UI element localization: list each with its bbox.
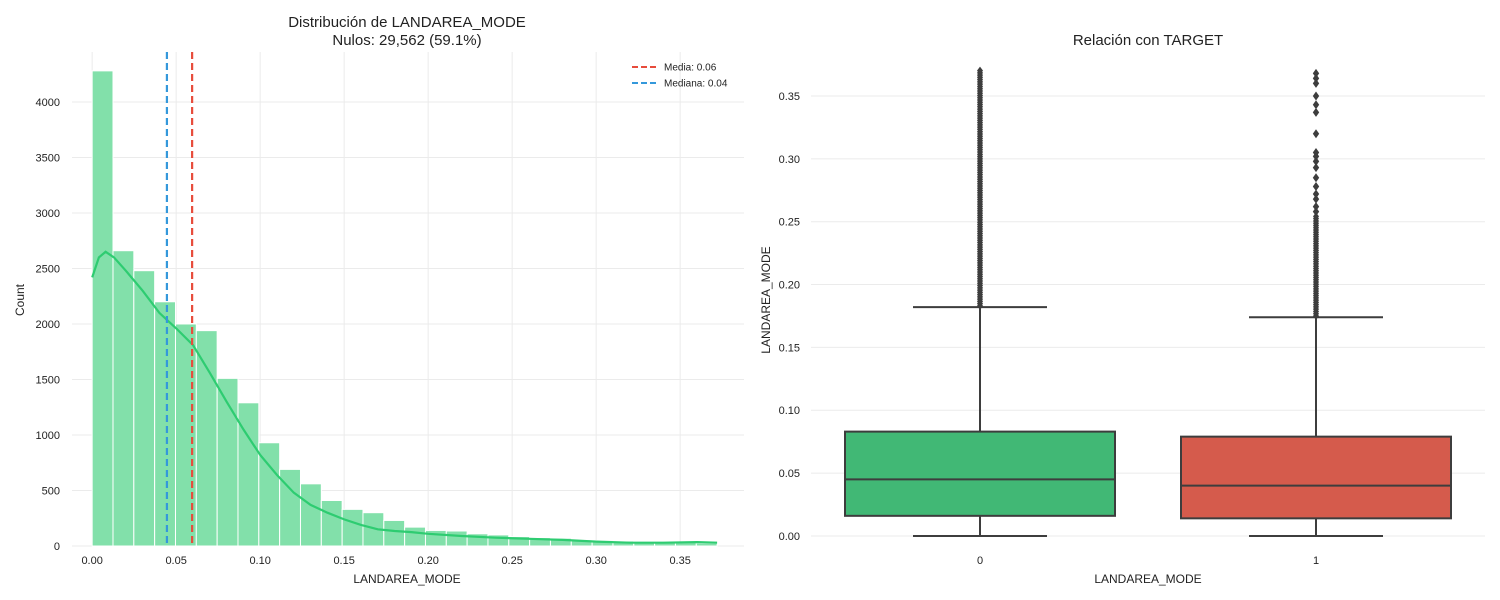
histogram-bar bbox=[404, 526, 426, 547]
x-tick-label: 0.05 bbox=[165, 555, 186, 567]
y-tick-label: 1500 bbox=[36, 374, 60, 386]
y-tick-label: 0.15 bbox=[779, 342, 800, 354]
outlier-point bbox=[1312, 207, 1320, 217]
outlier-point bbox=[1312, 194, 1320, 204]
y-tick-label: 4000 bbox=[36, 97, 60, 109]
outlier-point bbox=[1312, 181, 1320, 191]
y-tick-label: 500 bbox=[42, 485, 60, 497]
outlier-point bbox=[1312, 156, 1320, 166]
y-tick-label: 0.00 bbox=[779, 531, 800, 543]
outlier-point bbox=[1312, 68, 1320, 78]
legend-label: Media: 0.06 bbox=[664, 63, 717, 74]
outlier-point bbox=[977, 66, 983, 75]
histogram-bar bbox=[154, 301, 176, 547]
outlier-point bbox=[1312, 91, 1320, 101]
x-tick-label: 1 bbox=[1313, 555, 1319, 567]
y-tick-label: 3500 bbox=[36, 152, 60, 164]
outlier-point bbox=[1312, 100, 1320, 110]
outlier-point bbox=[1313, 212, 1319, 221]
histogram-bar bbox=[341, 508, 364, 547]
y-tick-label: 0.25 bbox=[779, 217, 800, 229]
outlier-point bbox=[1312, 129, 1320, 139]
outlier-point bbox=[1312, 107, 1320, 117]
x-tick-label: 0.25 bbox=[501, 555, 522, 567]
histogram-bar bbox=[195, 330, 218, 547]
kde-line bbox=[91, 250, 718, 544]
y-tick-label: 0.05 bbox=[779, 468, 800, 480]
histogram-bars bbox=[91, 70, 718, 547]
box-iqr bbox=[1180, 435, 1452, 520]
histogram-y-label: Count bbox=[13, 283, 27, 316]
x-tick-label: 0.00 bbox=[81, 555, 102, 567]
x-tick-label: 0.15 bbox=[333, 555, 354, 567]
y-tick-label: 0.30 bbox=[779, 154, 800, 166]
outlier-point bbox=[1312, 78, 1320, 88]
histogram-subtitle: Nulos: 29,562 (59.1%) bbox=[332, 32, 481, 49]
histogram-bar bbox=[445, 530, 468, 547]
legend-label: Mediana: 0.04 bbox=[664, 79, 728, 90]
x-tick-label: 0.10 bbox=[249, 555, 270, 567]
histogram-bar bbox=[174, 323, 197, 547]
y-tick-label: 0.20 bbox=[779, 280, 800, 292]
outlier-point bbox=[1312, 163, 1320, 173]
histogram-panel: 0.00 0.05 0.10 0.15 0.20 0.25 0.30 0.35 0 500 100… bbox=[13, 14, 744, 586]
y-tick-label: 2000 bbox=[36, 319, 60, 331]
histogram-x-label: LANDAREA_MODE bbox=[353, 572, 460, 586]
boxplot-title: Relación con TARGET bbox=[1073, 32, 1223, 49]
y-tick-label: 0.35 bbox=[779, 91, 800, 103]
histogram-bar bbox=[320, 499, 343, 547]
boxplot-y-ticks: 0.00 0.05 0.10 0.15 0.20 0.25 0.30 0.35 bbox=[779, 91, 800, 543]
outlier-point bbox=[1312, 148, 1320, 158]
histogram-bar bbox=[133, 270, 156, 547]
histogram-y-ticks: 0 500 1000 1500 2000 2500 3000 3500 4000 bbox=[36, 97, 60, 553]
y-tick-label: 1000 bbox=[36, 430, 60, 442]
x-tick-label: 0.35 bbox=[669, 555, 690, 567]
histogram-grid bbox=[72, 52, 744, 547]
x-tick-label: 0.30 bbox=[585, 555, 606, 567]
outlier-point bbox=[1312, 73, 1320, 83]
histogram-legend: Media: 0.06 Mediana: 0.04 bbox=[632, 63, 728, 90]
histogram-bar bbox=[299, 483, 322, 547]
y-tick-label: 0 bbox=[54, 541, 60, 553]
x-tick-label: 0 bbox=[977, 555, 983, 567]
histogram-x-ticks: 0.00 0.05 0.10 0.15 0.20 0.25 0.30 0.35 bbox=[81, 555, 690, 567]
histogram-title: Distribución de LANDAREA_MODE bbox=[288, 14, 526, 31]
outlier-point bbox=[1312, 189, 1320, 199]
y-tick-label: 3000 bbox=[36, 208, 60, 220]
histogram-bar bbox=[112, 250, 135, 547]
y-tick-label: 0.10 bbox=[779, 405, 800, 417]
box-iqr bbox=[844, 430, 1116, 517]
histogram-bar bbox=[91, 70, 114, 547]
histogram-bar bbox=[383, 519, 406, 547]
x-tick-label: 0.20 bbox=[417, 555, 438, 567]
boxplot-x-label: LANDAREA_MODE bbox=[1094, 572, 1201, 586]
outlier-point bbox=[1312, 173, 1320, 183]
outlier-point bbox=[1312, 202, 1320, 212]
boxplot-boxes bbox=[844, 66, 1452, 537]
reference-lines bbox=[165, 52, 194, 546]
y-tick-label: 2500 bbox=[36, 263, 60, 275]
boxplot-y-label: LANDAREA_MODE bbox=[759, 246, 773, 353]
